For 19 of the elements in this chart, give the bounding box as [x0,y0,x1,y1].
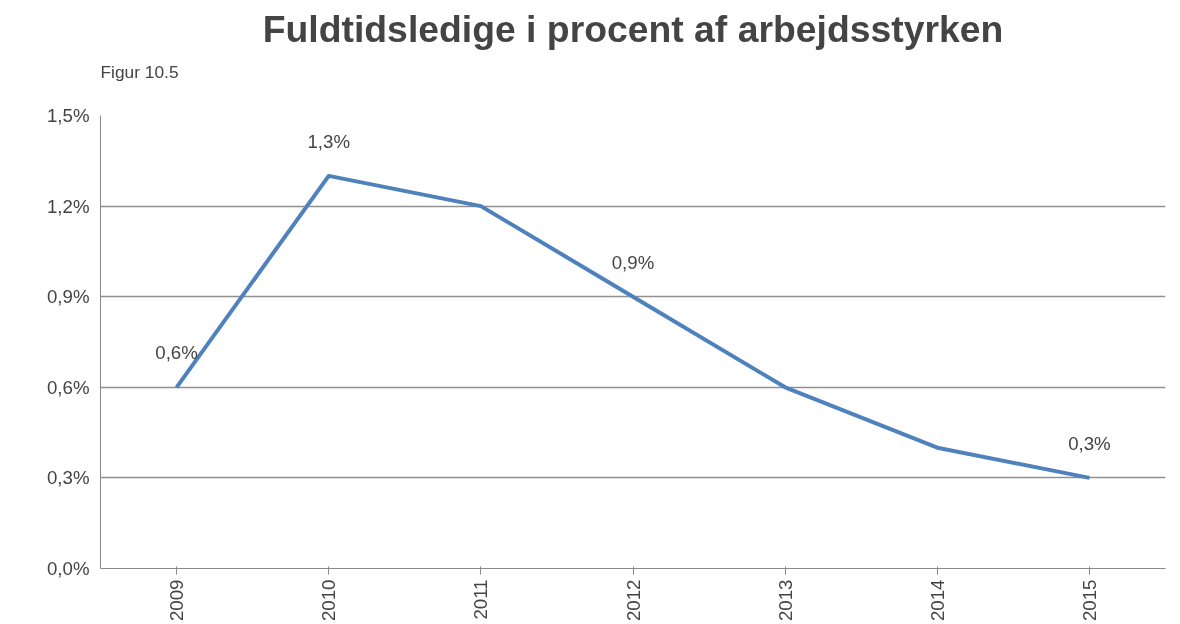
chart-title: Fuldtidsledige i procent af arbejdsstyrken [262,7,1004,50]
x-tick-label: 2014 [926,579,948,621]
x-tick-label: 2011 [470,579,492,620]
y-tick-label: 0,3% [46,467,90,489]
text: Figur 10.5 [100,61,179,82]
y-tick-label: 1,5% [46,105,90,126]
y-tick-label: 0,6% [46,376,90,398]
data-label: 0,3% [1068,432,1111,454]
data-label: 0,9% [611,251,655,273]
x-tick-label: 2012 [622,579,644,621]
x-tick-label: 2015 [1078,579,1100,621]
x-tick-label: 2013 [774,579,796,621]
data-label: 0,6% [155,342,198,364]
x-tick-label: 2009 [166,579,188,621]
y-tick-label: 1,2% [46,195,90,217]
x-tick-label: 2010 [318,579,340,621]
y-tick-label: 0,0% [46,558,90,579]
y-tick-label: 0,9% [46,286,90,308]
data-label: 1,3% [307,130,350,152]
